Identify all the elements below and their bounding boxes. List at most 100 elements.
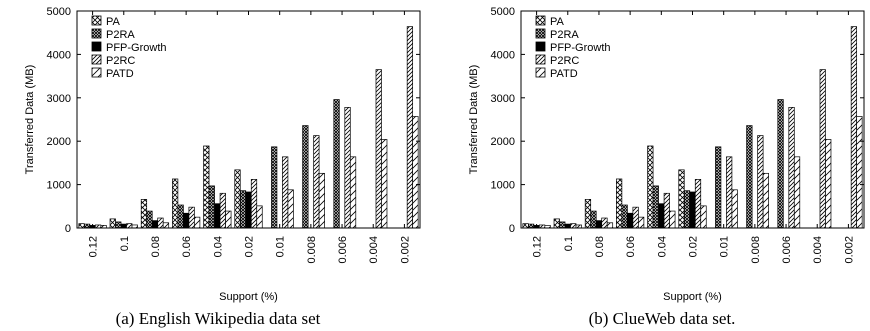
chart-b-bar-p2ra-5 [683,190,691,229]
chart-a-xtick-label-6: 0.01 [275,236,287,257]
chart-a-ytick-label-1: 1000 [47,180,71,192]
chart-b-xtick-label-3: 0.06 [625,236,637,257]
chart-a-xtick-label-3: 0.06 [181,236,193,257]
chart-b-bar-patd-7 [762,172,769,229]
chart-b-xtick-label-0: 0.12 [532,236,544,257]
chart-b-bar-p2rc-5 [694,179,702,229]
chart-b-bar-patd-9 [825,139,832,229]
chart-b-legend-swatch-3 [535,54,546,65]
chart-b-bar-patd-2 [606,222,614,229]
chart-a-bar-p2rc-2 [157,217,164,229]
chart-a-bar-p2ra-1 [115,221,122,229]
chart-a-bar-p2ra-4 [208,185,215,229]
chart-a-xtick-label-4: 0.04 [212,236,224,257]
chart-b-xtick-label-5: 0.02 [688,236,700,257]
chart-b-ytick-label-1: 1000 [491,180,515,192]
chart-b-bar-p2rc-2 [601,217,608,229]
chart-a-bar-pa-2 [140,199,148,229]
chart-b-bar-patd-4 [669,210,676,229]
chart-b-ytick-label-0: 0 [509,223,515,235]
chart-a-xtick-label-8: 0.006 [337,236,349,264]
chart-a-bar-p2rc-10 [406,26,414,229]
chart-a-bar-pa-0 [78,223,85,229]
chart-b-bar-p2ra-6 [715,146,722,229]
chart-b-bar-p2ra-8 [777,99,784,229]
chart-a-bar-patd-5 [256,205,263,229]
chart-b-bar-patd-3 [638,216,645,229]
chart-b-bar-p2rc-10 [850,26,858,229]
chart-a-x-axis-label: Support (%) [219,291,278,303]
chart-a-bar-pa-4 [203,145,210,229]
chart-a-legend-swatch-4 [91,67,102,78]
chart-b-bar-p2rc-9 [819,69,826,229]
chart-panel-b: 0 1000 2000 3000 4000 5000 0.12 0.1 0.08 0.06 0.04… [468,6,865,303]
chart-b-bar-p2ra-4 [652,185,659,229]
chart-b-bar-pa-3 [616,178,623,229]
chart-b-bar-p2rc-3 [632,206,639,229]
chart-b-xtick-label-4: 0.04 [656,236,668,257]
chart-a-y-axis-label: Transferred Data (MB) [24,65,36,175]
chart-b-x-axis-label: Support (%) [663,291,722,303]
caption-a: (a) English Wikipedia data set [116,309,321,328]
chart-a-bar-pa-1 [109,218,116,229]
chart-a-bar-patd-7 [318,172,325,229]
chart-a-xtick-label-5: 0.02 [244,236,256,257]
chart-b-xtick-label-10: 0.002 [843,236,855,264]
chart-a-bar-p2ra-6 [271,146,278,229]
chart-a-bar-p2ra-0 [83,223,91,229]
chart-b-ytick-label-2: 2000 [491,136,515,148]
chart-a-bar-patd-10 [412,116,419,229]
chart-b-legend-swatch-1 [535,28,546,39]
chart-b-bar-p2rc-7 [757,135,764,229]
chart-a-bar-p2rc-1 [126,223,133,229]
chart-b-legend-label-1: P2RA [550,29,579,41]
chart-b-bar-p2rc-1 [570,223,577,229]
chart-b-legend-label-0: PA [550,16,565,28]
chart-b-bar-p2ra-7 [746,125,753,229]
chart-a-bar-p2ra-5 [239,190,247,229]
chart-b-bar-pa-0 [522,223,529,229]
chart-a-bar-pa-5 [234,169,241,229]
chart-a-bar-p2rc-5 [250,179,258,229]
chart-a-bar-p2rc-6 [282,156,289,229]
chart-a-bar-p2rc-8 [344,106,351,229]
chart-a-xtick-label-1: 0.1 [119,236,131,251]
chart-b-bar-p2ra-0 [527,223,535,229]
chart-a-bar-p2rc-7 [313,135,320,229]
chart-a-bar-patd-8 [349,156,357,229]
chart-a-bar-pfp-growth-5 [245,191,252,229]
chart-a-xtick-label-7: 0.008 [306,236,318,264]
chart-a-legend-label-1: P2RA [106,29,135,41]
chart-a-bar-p2ra-3 [177,204,184,229]
chart-b-legend-swatch-0 [535,15,546,26]
chart-a-ytick-label-5: 5000 [47,6,71,18]
chart-b-bar-p2ra-3 [621,204,628,229]
chart-a-bar-patd-2 [162,222,170,229]
chart-b-y-axis-label: Transferred Data (MB) [468,65,480,175]
chart-a-ytick-label-0: 0 [65,223,71,235]
chart-b-bar-p2rc-4 [663,192,670,229]
chart-a-bar-p2ra-2 [146,210,153,229]
chart-b-legend-swatch-4 [535,67,546,78]
chart-b-bar-patd-6 [731,189,738,229]
chart-b-bar-p2rc-6 [726,156,733,229]
chart-a-legend-label-3: P2RC [106,55,135,67]
chart-a-legend-label-4: PATD [106,68,134,80]
chart-b-bar-patd-10 [856,116,863,229]
chart-b-ytick-label-5: 5000 [491,6,515,18]
chart-a-ytick-label-4: 4000 [47,49,71,61]
chart-a-xtick-label-10: 0.002 [399,236,411,264]
chart-a-legend-swatch-0 [91,15,102,26]
chart-b-xtick-label-2: 0.08 [594,236,606,257]
chart-a-legend-swatch-1 [91,28,102,39]
chart-b-bar-pa-2 [584,199,592,229]
chart-panel-a: 0 1000 2000 3000 4000 5000 0.12 0.1 0.08 0.06 0.04… [24,6,421,303]
chart-a-bar-patd-6 [287,189,294,229]
chart-a-bar-p2rc-3 [188,206,195,229]
chart-a-xtick-label-9: 0.004 [368,236,380,264]
chart-a-bar-patd-3 [194,216,201,229]
chart-b-xtick-label-7: 0.008 [750,236,762,264]
chart-b-bar-pfp-growth-5 [689,191,696,229]
chart-b-ytick-label-3: 3000 [491,93,515,105]
chart-b-xtick-label-1: 0.1 [563,236,575,251]
